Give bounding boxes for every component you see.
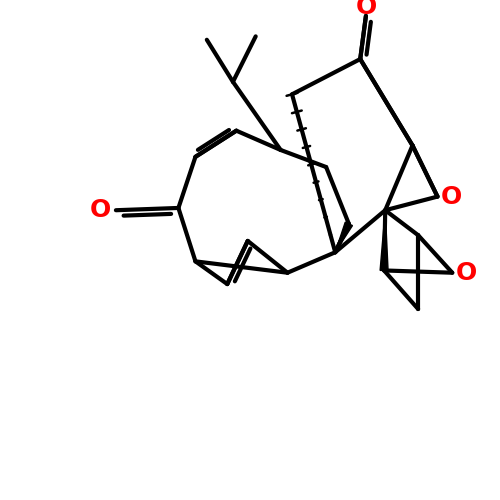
Polygon shape: [380, 210, 388, 270]
Text: O: O: [90, 198, 110, 222]
Polygon shape: [335, 222, 352, 252]
Text: O: O: [440, 184, 462, 208]
Text: O: O: [356, 0, 376, 19]
Text: O: O: [456, 260, 476, 284]
